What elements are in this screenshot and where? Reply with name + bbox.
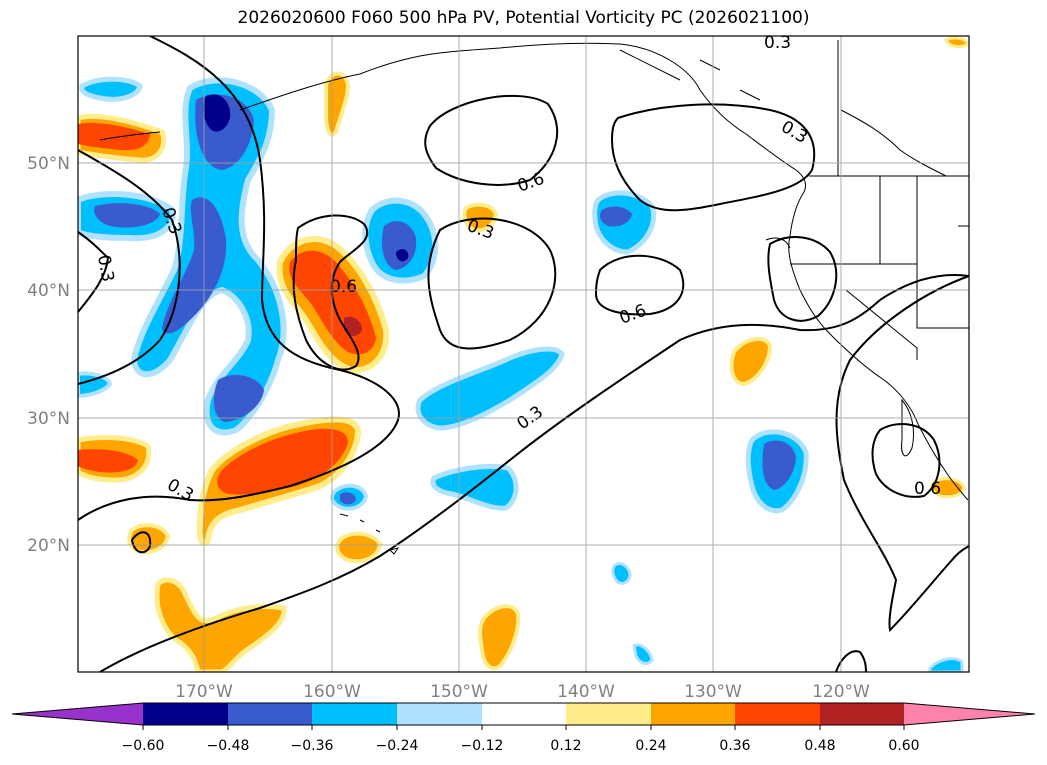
lat-label: 30°N — [27, 409, 70, 429]
colorbar-segment — [820, 703, 904, 725]
colorbar-tick-label: 0.60 — [888, 738, 919, 754]
colorbar-tick-label: −0.24 — [376, 738, 419, 754]
colorbar-tick-label: −0.36 — [291, 738, 334, 754]
lat-label: 40°N — [27, 281, 70, 301]
contour-label: 0.3 — [164, 475, 197, 506]
contour-label: 0.3 — [778, 117, 811, 148]
colorbar-ticks — [142, 725, 905, 730]
lon-label: 160°W — [303, 682, 361, 702]
colorbar-tick-label: 0.36 — [719, 738, 750, 754]
lat-labels: 50°N 40°N 30°N 20°N — [27, 154, 70, 556]
map-area: 0.3 0.3 0.3 0.6 0.3 0.6 0.6 0.3 0.3 0.6 … — [78, 33, 969, 672]
colorbar-tick-label: −0.12 — [461, 738, 504, 754]
colorbar-tick-label: 0.48 — [804, 738, 835, 754]
colorbar-segment — [228, 703, 312, 725]
lat-label: 20°N — [27, 536, 70, 556]
colorbar-segment — [735, 703, 820, 725]
contour-label: 0.6 — [617, 301, 649, 329]
colorbar: −0.60 −0.48 −0.36 −0.24 −0.12 0.12 0.24 … — [11, 702, 1036, 754]
gridlines — [78, 36, 969, 672]
contour-label: 0.6 — [330, 277, 357, 297]
positive-pv-anomalies — [78, 36, 969, 672]
colorbar-segment — [397, 703, 482, 725]
lon-label: 140°W — [557, 682, 615, 702]
coastlines — [99, 40, 969, 555]
lon-labels: 170°W 160°W 150°W 140°W 130°W 120°W — [175, 682, 870, 702]
colorbar-high-extend — [904, 703, 1035, 725]
lat-label: 50°N — [27, 154, 70, 174]
lon-label: 170°W — [175, 682, 233, 702]
negative-pv-anomalies — [78, 76, 964, 672]
colorbar-segment — [143, 703, 228, 725]
contour-label: 0.6 — [914, 479, 941, 499]
colorbar-segment — [482, 703, 566, 725]
lon-label: 120°W — [812, 682, 870, 702]
colorbar-tick-label: −0.60 — [122, 738, 165, 754]
contour-label: 0.3 — [93, 253, 117, 283]
contour-label: 0.6 — [515, 169, 547, 197]
map-title: 2026020600 F060 500 hPa PV, Potential Vo… — [237, 8, 810, 28]
colorbar-tick-label: 0.24 — [635, 738, 666, 754]
pc-contours — [78, 36, 969, 672]
lon-label: 130°W — [684, 682, 742, 702]
colorbar-segment — [566, 703, 651, 725]
colorbar-segment — [312, 703, 397, 725]
colorbar-tick-labels: −0.60 −0.48 −0.36 −0.24 −0.12 0.12 0.24 … — [122, 738, 920, 754]
lon-label: 150°W — [430, 682, 488, 702]
map-frame — [77, 35, 970, 673]
colorbar-low-extend — [12, 703, 143, 725]
colorbar-segment — [651, 703, 735, 725]
colorbar-tick-label: 0.12 — [550, 738, 581, 754]
contour-label: 0.3 — [764, 33, 791, 53]
colorbar-tick-label: −0.48 — [207, 738, 250, 754]
